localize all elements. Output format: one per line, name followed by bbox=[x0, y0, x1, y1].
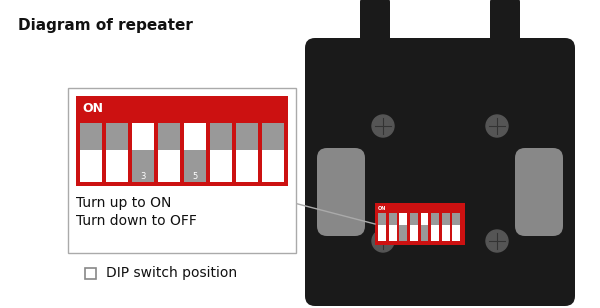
Text: 2: 2 bbox=[115, 172, 119, 181]
Text: 8: 8 bbox=[271, 172, 275, 181]
FancyBboxPatch shape bbox=[305, 38, 575, 306]
Bar bbox=[389, 213, 397, 229]
Text: Turn down to OFF: Turn down to OFF bbox=[76, 214, 197, 228]
Bar bbox=[236, 123, 258, 156]
Bar bbox=[184, 123, 206, 156]
Bar bbox=[262, 150, 284, 182]
Bar bbox=[80, 123, 102, 156]
Text: ON: ON bbox=[378, 206, 386, 211]
Text: 7: 7 bbox=[244, 172, 250, 181]
Text: Turn up to ON: Turn up to ON bbox=[76, 196, 172, 210]
Text: DIP switch position: DIP switch position bbox=[106, 266, 237, 281]
Bar bbox=[442, 225, 449, 241]
Bar bbox=[442, 213, 449, 229]
Bar bbox=[236, 150, 258, 182]
Bar bbox=[184, 150, 206, 182]
Bar bbox=[378, 225, 386, 241]
Bar bbox=[431, 213, 439, 229]
Bar bbox=[262, 123, 284, 156]
Text: 1: 1 bbox=[88, 172, 94, 181]
Bar bbox=[132, 123, 154, 156]
Bar bbox=[389, 225, 397, 241]
Bar bbox=[452, 225, 460, 241]
Text: 3: 3 bbox=[140, 172, 146, 181]
Circle shape bbox=[372, 230, 394, 252]
Bar bbox=[410, 225, 418, 241]
Bar bbox=[210, 123, 232, 156]
Bar bbox=[132, 150, 154, 182]
Bar bbox=[76, 96, 288, 186]
Bar bbox=[158, 150, 180, 182]
Bar bbox=[400, 213, 407, 229]
Bar bbox=[378, 213, 386, 229]
Text: Diagram of repeater: Diagram of repeater bbox=[18, 18, 193, 33]
Bar bbox=[410, 213, 418, 229]
FancyBboxPatch shape bbox=[515, 148, 563, 236]
Bar bbox=[375, 203, 465, 245]
Circle shape bbox=[372, 115, 394, 137]
Bar bbox=[80, 150, 102, 182]
Bar bbox=[106, 123, 128, 156]
Circle shape bbox=[486, 230, 508, 252]
Bar bbox=[421, 225, 428, 241]
FancyBboxPatch shape bbox=[317, 148, 365, 236]
Bar bbox=[452, 213, 460, 229]
FancyBboxPatch shape bbox=[490, 0, 520, 151]
Text: ON: ON bbox=[82, 102, 103, 115]
Bar bbox=[400, 225, 407, 241]
Text: 4: 4 bbox=[166, 172, 172, 181]
Text: 6: 6 bbox=[218, 172, 224, 181]
FancyBboxPatch shape bbox=[68, 88, 296, 253]
Text: 5: 5 bbox=[193, 172, 197, 181]
Bar bbox=[85, 268, 96, 279]
FancyBboxPatch shape bbox=[360, 0, 390, 151]
Bar bbox=[431, 225, 439, 241]
Bar bbox=[106, 150, 128, 182]
Circle shape bbox=[486, 115, 508, 137]
Bar bbox=[158, 123, 180, 156]
Bar bbox=[210, 150, 232, 182]
Bar bbox=[421, 213, 428, 229]
